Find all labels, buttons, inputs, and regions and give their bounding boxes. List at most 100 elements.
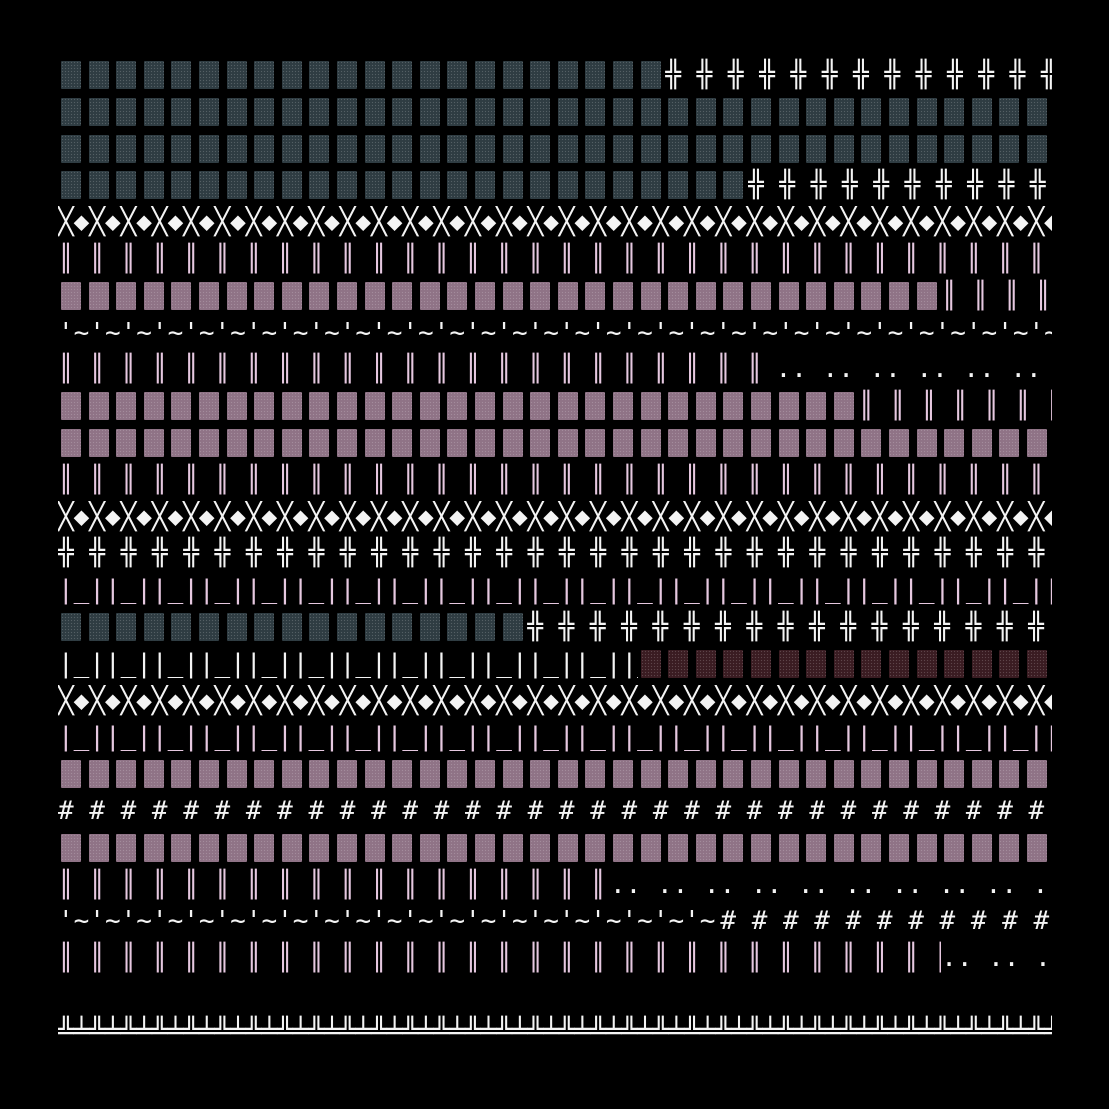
dotted-pink-block-icon (502, 429, 523, 457)
dotted-pink-block-icon (668, 281, 689, 310)
pattern-row: ╳◆╳◆╳◆╳◆╳◆╳◆╳◆╳◆╳◆╳◆╳◆╳◆╳◆╳◆╳◆╳◆╳◆╳◆╳◆╳◆… (58, 205, 1053, 239)
dotted-teal-block-icon (199, 171, 219, 200)
glyph-text: |_||_||_||_||_||_||_||_||_||_||_||_||_||… (58, 648, 638, 679)
dotted-teal-block-icon (557, 97, 578, 126)
dotted-maroon-block-icon (944, 649, 965, 678)
dotted-teal-block-icon (88, 97, 109, 126)
dotted-teal-block-icon (254, 134, 275, 163)
block-run (58, 279, 941, 313)
dotted-pink-block-icon (640, 833, 661, 862)
dotted-pink-block-icon (778, 429, 799, 457)
dotted-teal-block-icon (861, 134, 882, 163)
dotted-pink-block-icon (695, 392, 716, 421)
dotted-teal-block-icon (585, 171, 606, 200)
glyph-text: |_||_||_||_||_||_||_||_||_||_||_||_||_||… (58, 575, 1052, 606)
dotted-maroon-block-icon (1026, 649, 1047, 678)
glyph-run: |_||_||_||_||_||_||_||_||_||_||_||_||_||… (58, 647, 638, 681)
dotted-teal-block-icon (475, 134, 495, 163)
pattern-row: ╳◆╳◆╳◆╳◆╳◆╳◆╳◆╳◆╳◆╳◆╳◆╳◆╳◆╳◆╳◆╳◆╳◆╳◆╳◆╳◆… (58, 684, 1053, 718)
block-run (638, 647, 1052, 681)
dotted-teal-block-icon (199, 97, 219, 126)
dotted-teal-block-icon (61, 171, 81, 200)
dotted-pink-block-icon (254, 833, 275, 862)
dotted-pink-block-icon (364, 392, 385, 421)
pattern-row: ╬ ╬ ╬ ╬ ╬ ╬ ╬ ╬ ╬ ╬ ╬ ╬ ╬ ╬ ╬ ╬ ╬ ╬ (58, 610, 1053, 644)
dotted-pink-block-icon (1027, 760, 1047, 789)
dotted-pink-block-icon (447, 392, 468, 421)
dotted-pink-block-icon (281, 281, 302, 310)
dotted-pink-block-icon (143, 833, 164, 862)
dotted-pink-block-icon (61, 429, 81, 457)
dotted-teal-block-icon (88, 171, 109, 200)
dotted-teal-block-icon (971, 134, 992, 163)
dotted-teal-block-icon (364, 97, 385, 126)
glyph-text: ║ ║ ║ ║ ║ ║ ║ ║ ║ ║ ║ ║ ║ ║ ║ ║ ║ ║ ║ ║ … (58, 464, 1052, 495)
dotted-pink-block-icon (530, 429, 551, 457)
dotted-pink-block-icon (199, 833, 219, 862)
pattern-row: ╬ ╬ ╬ ╬ ╬ ╬ ╬ ╬ ╬ ╬ ╬ (58, 168, 1053, 202)
dotted-pink-block-icon (613, 760, 633, 789)
block-run (58, 389, 858, 423)
dotted-teal-block-icon (447, 61, 468, 89)
dotted-pink-block-icon (281, 392, 302, 421)
dotted-teal-block-icon (723, 171, 744, 200)
dotted-pink-block-icon (999, 760, 1020, 789)
block-run (58, 426, 1052, 460)
dotted-teal-block-icon (254, 97, 275, 126)
dotted-pink-block-icon (392, 429, 413, 457)
glyph-text: ║ ║ ║ ║ ║ ║ ║ ║ ║ ║ ║ ║ ║ ║ ║ ║ ║ ║ ║ ║ … (58, 244, 1052, 274)
dotted-teal-block-icon (337, 613, 357, 641)
dotted-pink-block-icon (530, 833, 551, 862)
dotted-pink-block-icon (695, 833, 716, 862)
dotted-pink-block-icon (999, 429, 1020, 457)
glyph-text: ╳◆╳◆╳◆╳◆╳◆╳◆╳◆╳◆╳◆╳◆╳◆╳◆╳◆╳◆╳◆╳◆╳◆╳◆╳◆╳◆… (58, 207, 1052, 238)
dotted-pink-block-icon (419, 392, 440, 421)
dotted-teal-block-icon (392, 613, 413, 641)
dotted-pink-block-icon (916, 760, 937, 789)
dotted-teal-block-icon (116, 613, 137, 641)
glyph-run: ║ ║ ║ ║ ║ ║ ║ ║ (858, 389, 1051, 423)
dotted-pink-block-icon (254, 281, 275, 310)
dotted-teal-block-icon (447, 97, 468, 126)
dotted-pink-block-icon (585, 429, 606, 457)
dotted-teal-block-icon (309, 61, 330, 89)
dotted-teal-block-icon (419, 97, 440, 126)
glyph-run: ║ ║ ║ ║ ║ ║ ║ ║ ║ ║ ║ ║ ║ ║ ║ ║ ║ ║ ║ ║ … (58, 941, 941, 975)
dotted-teal-block-icon (751, 97, 771, 126)
dotted-teal-block-icon (364, 613, 385, 641)
dotted-teal-block-icon (640, 134, 661, 163)
dotted-pink-block-icon (723, 833, 744, 862)
dotted-pink-block-icon (833, 833, 854, 862)
dotted-pink-block-icon (254, 392, 275, 421)
dotted-pink-block-icon (61, 392, 81, 421)
dotted-pink-block-icon (392, 760, 413, 789)
dotted-teal-block-icon (309, 97, 330, 126)
dotted-pink-block-icon (419, 429, 440, 457)
dotted-pink-block-icon (1027, 833, 1047, 862)
dotted-pink-block-icon (171, 760, 192, 789)
dotted-pink-block-icon (916, 429, 937, 457)
dotted-teal-block-icon (502, 97, 523, 126)
dotted-teal-block-icon (502, 134, 523, 163)
dotted-teal-block-icon (447, 613, 468, 641)
block-run (58, 610, 527, 644)
dotted-pink-block-icon (337, 281, 357, 310)
glyph-text: ╳◆╳◆╳◆╳◆╳◆╳◆╳◆╳◆╳◆╳◆╳◆╳◆╳◆╳◆╳◆╳◆╳◆╳◆╳◆╳◆… (58, 501, 1052, 532)
dotted-pink-block-icon (171, 833, 192, 862)
dotted-pink-block-icon (695, 429, 716, 457)
dotted-pink-block-icon (199, 392, 219, 421)
dotted-teal-block-icon (171, 97, 192, 126)
dotted-teal-block-icon (281, 61, 302, 89)
dotted-teal-block-icon (281, 134, 302, 163)
dotted-teal-block-icon (668, 134, 689, 163)
dotted-pink-block-icon (806, 833, 827, 862)
dotted-teal-block-icon (889, 134, 909, 163)
glyph-run: '~'~'~'~'~'~'~'~'~'~'~'~'~'~'~'~'~'~'~'~… (58, 316, 1052, 350)
dotted-pink-block-icon (640, 760, 661, 789)
dotted-teal-block-icon (447, 134, 468, 163)
dotted-pink-block-icon (475, 429, 495, 457)
dotted-teal-block-icon (447, 171, 468, 200)
pattern-row: ╬ ╬ ╬ ╬ ╬ ╬ ╬ ╬ ╬ ╬ ╬ ╬ ╬ ╬ ╬ ╬ ╬ ╬ ╬ ╬ … (58, 536, 1053, 570)
dotted-maroon-block-icon (971, 649, 992, 678)
dotted-pink-block-icon (916, 833, 937, 862)
